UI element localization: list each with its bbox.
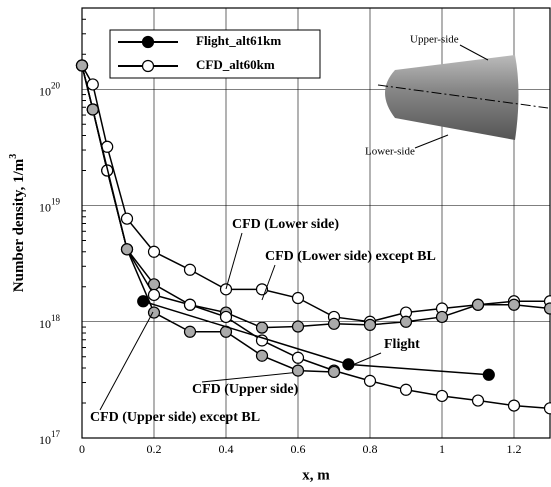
chart: 00.20.40.60.811.21017101810191020 Upper-… — [0, 0, 551, 487]
marker — [473, 299, 484, 310]
marker — [257, 322, 268, 333]
marker — [122, 213, 133, 224]
annotation-arrow — [226, 233, 242, 289]
cone — [385, 55, 519, 140]
marker — [365, 319, 376, 330]
marker — [185, 326, 196, 337]
y-tick-label: 1018 — [39, 313, 61, 331]
x-tick-label: 0.2 — [147, 442, 162, 456]
legend-marker — [143, 37, 154, 48]
marker — [293, 352, 304, 363]
inset-label: Lower-side — [365, 146, 415, 158]
marker — [365, 375, 376, 386]
marker — [87, 79, 98, 90]
marker — [149, 289, 160, 300]
marker — [293, 365, 304, 376]
marker — [257, 350, 268, 361]
marker — [545, 403, 551, 414]
annotation-arrow — [202, 372, 300, 382]
inset-arrow — [460, 45, 488, 60]
marker — [545, 303, 551, 314]
marker — [221, 284, 232, 295]
marker — [185, 264, 196, 275]
legend-label: Flight_alt61km — [196, 33, 281, 48]
marker — [221, 311, 232, 322]
annotation: Flight — [384, 337, 420, 352]
marker — [87, 104, 98, 115]
marker — [437, 311, 448, 322]
marker — [483, 369, 494, 380]
y-tick-base: 10 — [39, 433, 51, 447]
y-tick-base: 10 — [39, 200, 51, 214]
marker — [293, 321, 304, 332]
y-tick-base: 10 — [39, 317, 51, 331]
inset-label: Upper-side — [410, 34, 459, 46]
y-tick-base: 10 — [39, 84, 51, 98]
y-tick-exp: 18 — [51, 313, 61, 323]
annotation: CFD (Upper side) except BL — [90, 410, 260, 425]
x-tick-label: 0 — [79, 442, 85, 456]
marker — [343, 359, 354, 370]
marker — [329, 366, 340, 377]
inset-arrow — [415, 135, 448, 148]
x-tick-label: 1 — [439, 442, 445, 456]
marker — [138, 296, 149, 307]
marker — [149, 246, 160, 257]
marker — [473, 395, 484, 406]
annotation: CFD (Lower side) — [232, 217, 339, 232]
y-tick-exp: 19 — [51, 197, 61, 207]
marker — [77, 60, 88, 71]
marker — [509, 299, 520, 310]
y-tick-label: 1019 — [39, 197, 61, 215]
y-axis-label-sup: 3 — [8, 154, 19, 159]
marker — [509, 400, 520, 411]
annotation-arrow — [262, 265, 275, 300]
x-tick-label: 0.6 — [291, 442, 306, 456]
legend-marker — [143, 61, 154, 72]
y-axis-label-text: Number density, 1/m — [11, 158, 27, 292]
x-tick-label: 1.2 — [507, 442, 522, 456]
x-axis-label: x, m — [302, 467, 330, 483]
marker — [437, 390, 448, 401]
annotation: CFD (Upper side) — [192, 382, 299, 397]
y-tick-label: 1017 — [39, 429, 61, 447]
annotation-arrow — [350, 353, 381, 366]
marker — [185, 299, 196, 310]
annotation: CFD (Lower side) except BL — [265, 249, 436, 264]
legend-label: CFD_alt60km — [196, 57, 275, 72]
y-axis-label: Number density, 1/m3 — [8, 154, 27, 292]
y-tick-exp: 20 — [51, 80, 61, 90]
marker — [401, 384, 412, 395]
x-tick-label: 0.8 — [363, 442, 378, 456]
marker — [329, 318, 340, 329]
y-tick-label: 1020 — [39, 80, 61, 98]
inset: Upper-side Lower-side — [365, 34, 548, 158]
marker — [293, 293, 304, 304]
annotation-arrow — [100, 312, 153, 410]
marker — [401, 316, 412, 327]
y-tick-exp: 17 — [51, 429, 61, 439]
x-tick-label: 0.4 — [219, 442, 234, 456]
marker — [122, 244, 133, 255]
